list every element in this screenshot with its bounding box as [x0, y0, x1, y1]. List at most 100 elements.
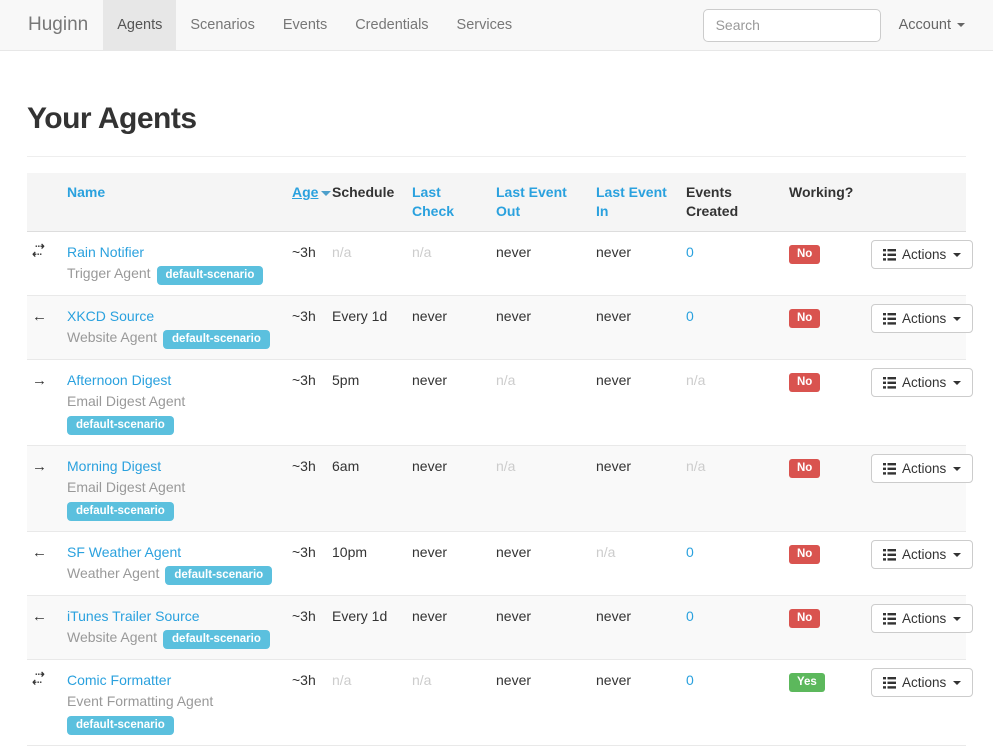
brand-link[interactable]: Huginn — [28, 14, 89, 35]
chevron-down-icon — [953, 680, 962, 685]
table-row: ⇢ ⇠ Comic Formatter Event Formatting Agen… — [27, 659, 974, 746]
scenario-badge[interactable]: default-scenario — [67, 416, 174, 435]
direction-icon: → — [32, 372, 47, 389]
actions-button[interactable]: Actions — [871, 240, 974, 269]
last-check-cell: never — [404, 531, 488, 596]
last-event-in-cell: never — [588, 445, 678, 532]
events-created-cell: 0 — [678, 295, 781, 360]
navbar-right: Account — [702, 0, 993, 50]
table-row: → Morning Digest Email Digest Agent defau… — [27, 445, 974, 532]
last-event-out-cell: never — [488, 295, 588, 360]
last-check-cell: never — [404, 359, 488, 446]
sort-direction-icon — [321, 191, 332, 196]
agent-name-link[interactable]: Morning Digest — [67, 458, 162, 474]
actions-button[interactable]: Actions — [871, 368, 974, 397]
events-count-link[interactable]: 0 — [686, 608, 694, 624]
actions-label: Actions — [902, 461, 947, 476]
events-created-cell: 0 — [678, 659, 781, 746]
nav-item-credentials[interactable]: Credentials — [355, 17, 429, 33]
last-event-in-cell: never — [588, 295, 678, 360]
last-event-out-cell: never — [488, 595, 588, 660]
events-created-cell: 0 — [678, 231, 781, 296]
last-event-out-cell: never — [488, 659, 588, 746]
actions-label: Actions — [902, 547, 947, 562]
scenario-badge[interactable]: default-scenario — [67, 716, 174, 735]
events-count-link[interactable]: 0 — [686, 308, 694, 324]
age-cell: ~3h — [284, 531, 324, 596]
nav-item-services[interactable]: Services — [456, 17, 513, 33]
chevron-down-icon — [953, 316, 962, 321]
scenario-badge[interactable]: default-scenario — [163, 330, 270, 349]
account-label: Account — [898, 17, 951, 33]
agent-name-link[interactable]: XKCD Source — [67, 308, 155, 324]
header-events-created: Events Created — [686, 184, 739, 219]
agent-name-link[interactable]: Afternoon Digest — [67, 372, 172, 388]
nav-item-events[interactable]: Events — [282, 17, 328, 33]
schedule-cell: 10pm — [324, 531, 404, 596]
age-cell: ~3h — [284, 295, 324, 360]
agent-type-label: Email Digest Agent — [67, 479, 186, 495]
events-count-link[interactable]: 0 — [686, 544, 694, 560]
agent-type-label: Trigger Agent — [67, 265, 151, 281]
last-event-out-cell: n/a — [488, 445, 588, 532]
sort-by-last-event-out[interactable]: Last Event Out — [496, 184, 567, 219]
table-header-row: Name Age Schedule Last Check Last Event … — [27, 173, 966, 232]
schedule-cell: Every 1d — [324, 595, 404, 660]
direction-icon: → — [32, 458, 47, 475]
events-count-link[interactable]: 0 — [686, 672, 694, 688]
chevron-down-icon — [953, 466, 962, 471]
agent-name-link[interactable]: iTunes Trailer Source — [67, 608, 200, 624]
header-actions-col — [863, 173, 966, 232]
scenario-badge[interactable]: default-scenario — [67, 502, 174, 521]
last-event-out-cell: never — [488, 531, 588, 596]
last-event-in-cell: never — [588, 359, 678, 446]
scenario-badge[interactable]: default-scenario — [156, 266, 264, 285]
last-event-in-cell: never — [588, 595, 678, 660]
working-badge: No — [789, 245, 821, 264]
actions-button[interactable]: Actions — [871, 454, 974, 483]
list-icon — [883, 462, 896, 475]
working-badge: No — [789, 459, 821, 478]
schedule-cell: 6am — [324, 445, 404, 532]
sort-by-name[interactable]: Name — [67, 184, 106, 200]
last-event-out-cell: n/a — [488, 359, 588, 446]
direction-icon: ← — [32, 544, 47, 561]
working-badge: No — [789, 545, 821, 564]
scenario-badge[interactable]: default-scenario — [165, 566, 273, 585]
divider — [27, 156, 966, 157]
schedule-cell: n/a — [324, 659, 404, 746]
agent-type-label: Website Agent — [67, 629, 158, 645]
actions-label: Actions — [902, 675, 947, 690]
working-badge: No — [789, 309, 821, 328]
actions-button[interactable]: Actions — [871, 540, 974, 569]
direction-icon: ⇢ ⇠ — [32, 667, 45, 689]
agent-name-link[interactable]: SF Weather Agent — [67, 544, 182, 560]
list-icon — [883, 248, 896, 261]
agent-name-link[interactable]: Comic Formatter — [67, 672, 172, 688]
last-check-cell: never — [404, 295, 488, 360]
actions-button[interactable]: Actions — [871, 604, 974, 633]
nav-item-scenarios[interactable]: Scenarios — [190, 17, 255, 33]
list-icon — [883, 612, 896, 625]
nav-item-agents[interactable]: Agents — [103, 0, 177, 50]
account-menu[interactable]: Account — [899, 17, 965, 33]
actions-label: Actions — [902, 247, 947, 262]
actions-button[interactable]: Actions — [871, 668, 974, 697]
sort-by-last-event-in[interactable]: Last Event In — [596, 184, 667, 219]
last-check-cell: n/a — [404, 659, 488, 746]
list-icon — [883, 548, 896, 561]
events-count-link[interactable]: 0 — [686, 244, 694, 260]
agent-name-link[interactable]: Rain Notifier — [67, 244, 145, 260]
sort-by-last-check[interactable]: Last Check — [412, 184, 455, 219]
sort-by-age[interactable]: Age — [292, 184, 319, 200]
search-input[interactable] — [702, 8, 881, 42]
table-row: ← iTunes Trailer Source Website Agent def… — [27, 595, 974, 660]
list-icon — [883, 676, 896, 689]
last-check-cell: never — [404, 595, 488, 660]
direction-icon: ← — [32, 308, 47, 325]
age-cell: ~3h — [284, 659, 324, 746]
actions-button[interactable]: Actions — [871, 304, 974, 333]
scenario-badge[interactable]: default-scenario — [163, 630, 270, 649]
last-check-cell: never — [404, 445, 488, 532]
chevron-down-icon — [953, 252, 962, 257]
